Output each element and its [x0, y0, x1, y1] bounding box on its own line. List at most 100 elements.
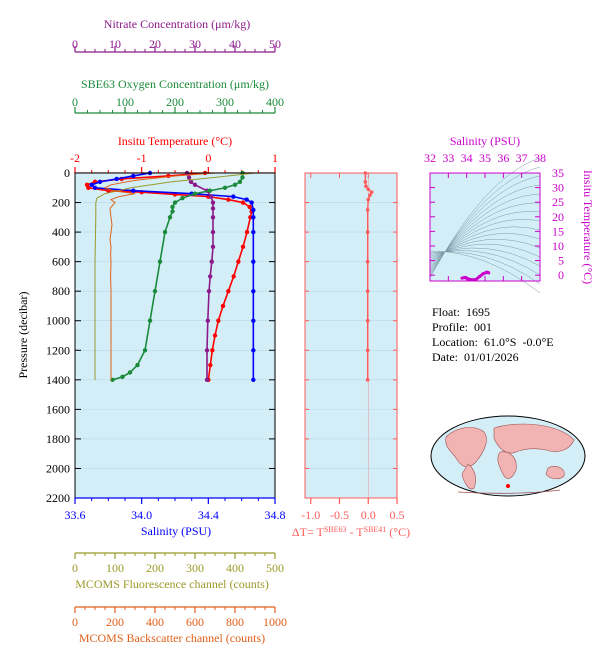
temperature-point	[226, 197, 231, 202]
profile-label: Profile:	[432, 320, 468, 334]
pressure-tick-label: 2000	[46, 461, 70, 475]
salinity-axis-label: Salinity (PSU)	[141, 524, 211, 538]
salinity-point	[92, 185, 98, 190]
temperature-tick-label: -1	[137, 151, 147, 165]
ts-salinity-axis: Salinity (PSU) 32 33 34 35 36 37 38	[424, 134, 546, 281]
oxygen-point	[142, 348, 148, 353]
oxygen-point	[135, 362, 140, 368]
salinity-point	[251, 207, 256, 213]
ts-profile-point	[474, 277, 478, 282]
oxygen-point	[162, 229, 168, 235]
oxygen-point	[222, 185, 228, 190]
salinity-point	[251, 377, 256, 383]
salinity-point	[97, 179, 103, 185]
oxygen-point	[152, 288, 158, 294]
ts-salinity-tick-label: 32	[424, 151, 436, 165]
temperature-point	[226, 288, 231, 294]
oxygen-point	[180, 195, 185, 201]
temperature-point	[236, 259, 241, 264]
fluorescence-tick-label: 0	[72, 561, 78, 575]
backscatter-line	[103, 172, 216, 380]
salinity-tick-label: 34.8	[265, 508, 286, 522]
delta-t-series	[363, 171, 374, 382]
pressure-tick-label: 600	[52, 255, 70, 269]
nitrate-tick-label: 50	[269, 37, 281, 51]
ts-salinity-tick-label: 34	[461, 151, 473, 165]
nitrate-point	[210, 244, 216, 250]
pressure-axis-label: Pressure (decibar)	[16, 292, 30, 379]
nitrate-point	[208, 194, 214, 199]
float-value: 1695	[466, 305, 491, 319]
delta-t-point	[366, 187, 371, 192]
delta-t-point	[369, 190, 374, 195]
world-map-icon	[430, 415, 586, 497]
delta-t-point	[364, 184, 368, 189]
ts-density-contour	[429, 247, 541, 267]
ts-density-contour	[429, 193, 541, 271]
world-map-south-america	[461, 463, 476, 490]
oxygen-point	[207, 188, 213, 193]
ts-temperature-tick-label: 10	[552, 239, 564, 253]
ts-density-contour	[429, 226, 541, 264]
oxygen-tick-label: 300	[216, 95, 234, 109]
ts-profile-point	[477, 275, 482, 279]
float-info: Float: 1695 Profile: 001 Location: 61.0°…	[432, 305, 554, 365]
temperature-point	[86, 185, 91, 190]
backscatter-axis: MCOMS Backscatter channel (counts) 0 200 4…	[72, 606, 287, 645]
salinity-point	[251, 259, 256, 264]
delta-t-point	[365, 230, 370, 234]
ts-temperature-tick-label: 35	[552, 166, 564, 180]
pressure-tick-label: 1400	[46, 373, 70, 387]
nitrate-point	[186, 175, 192, 180]
pressure-tick-label: 1600	[46, 402, 70, 416]
oxygen-point	[172, 200, 178, 205]
pressure-axis: Pressure (decibar) 0 200 400 600 800 1000 1200…	[16, 166, 275, 505]
salinity-tick-label: 34.0	[131, 508, 152, 522]
ts-temperature-tick-label: 30	[552, 181, 564, 195]
pressure-tick-label: 800	[52, 284, 70, 298]
fluorescence-tick-label: 500	[266, 561, 284, 575]
delta-t-point	[365, 318, 370, 323]
nitrate-point	[205, 318, 210, 323]
pressure-tick-label: 2200	[46, 491, 70, 505]
salinity-tick-label: 33.6	[65, 508, 86, 522]
oxygen-tick-label: 400	[266, 95, 284, 109]
ts-density-contour	[429, 251, 541, 285]
main-plot-background	[75, 173, 275, 498]
ts-density-contour	[429, 239, 541, 261]
delta-t-tick-label: 0.0	[361, 508, 376, 522]
temperature-tick-label: -2	[70, 151, 80, 165]
profile-row: Profile: 001	[432, 320, 554, 335]
ts-salinity-axis-label: Salinity (PSU)	[450, 134, 520, 148]
backscatter-tick-label: 400	[146, 615, 164, 629]
ts-salinity-tick-label: 36	[497, 151, 509, 165]
ts-series	[460, 270, 491, 282]
world-map-africa	[497, 451, 517, 479]
nitrate-tick-label: 20	[149, 37, 161, 51]
pressure-tick-label: 1800	[46, 432, 70, 446]
ts-salinity-tick-label: 37	[516, 151, 528, 165]
nitrate-tick-label: 0	[72, 37, 78, 51]
ts-density-contour	[429, 250, 541, 276]
ts-temperature-tick-label: 5	[558, 254, 564, 268]
salinity-point	[251, 229, 256, 235]
delta-t-tick-label: -0.5	[330, 508, 349, 522]
salinity-point	[231, 194, 236, 199]
salinity-point	[131, 188, 136, 193]
date-value: 01/01/2026	[464, 350, 519, 364]
oxygen-point	[170, 209, 175, 214]
delta-t-point	[365, 289, 370, 293]
fluorescence-tick-label: 400	[226, 561, 244, 575]
temperature-point	[216, 318, 221, 323]
world-map-americas	[445, 427, 487, 468]
temperature-point	[244, 229, 250, 235]
ts-profile-point	[481, 272, 485, 276]
date-label: Date:	[432, 350, 458, 364]
salinity-point	[251, 348, 256, 353]
ts-salinity-tick-label: 38	[534, 151, 546, 165]
temperature-tick-label: 0	[205, 151, 211, 165]
fluorescence-axis-label: MCOMS Fluorescence channel (counts)	[75, 577, 269, 591]
temperature-point	[166, 173, 171, 179]
nitrate-tick-label: 10	[109, 37, 121, 51]
pressure-tick-label: 200	[52, 196, 70, 210]
